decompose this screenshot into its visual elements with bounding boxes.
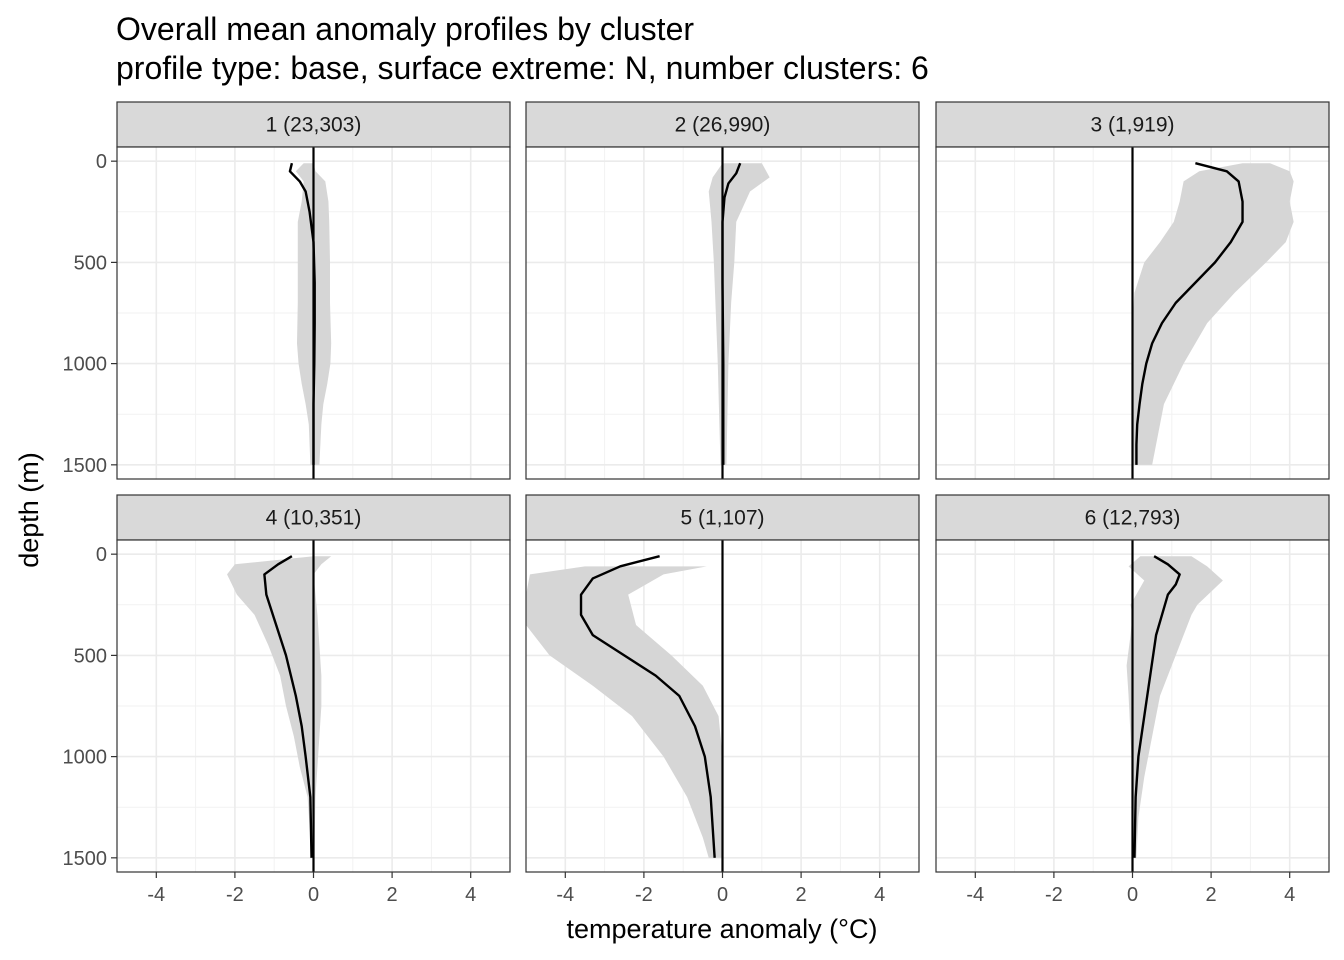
strip-background	[116, 101, 511, 148]
x-tick-label: 0	[717, 884, 728, 906]
panel-border	[525, 146, 920, 480]
x-tick-label: 2	[387, 884, 398, 906]
y-tick-label: 500	[74, 252, 107, 274]
x-tick-label: -4	[147, 884, 165, 906]
mean-profile-line	[288, 162, 316, 465]
y-tick-label: 1500	[63, 455, 108, 477]
x-tick-label: -2	[1045, 884, 1063, 906]
mean-profile-line	[1133, 555, 1181, 858]
strip-label: 3 (1,919)	[1090, 114, 1174, 137]
x-tick-label: 4	[465, 884, 476, 906]
x-tick-label: 2	[1206, 884, 1217, 906]
y-tick-label: 1000	[63, 747, 108, 769]
strip-label: 6 (12,793)	[1085, 507, 1181, 530]
strip-background	[525, 101, 920, 148]
panel-1: 1 (23,303) 0 500 1000 1500	[63, 101, 511, 480]
x-tick-label: -4	[966, 884, 984, 906]
x-tick-label: 0	[308, 884, 319, 906]
strip-background	[525, 494, 920, 541]
x-axis-title: temperature anomaly (°C)	[567, 914, 878, 944]
chart-title: Overall mean anomaly profiles by cluster	[116, 11, 694, 47]
panel-6: 6 (12,793) -4 -2 0 2 4	[935, 494, 1330, 906]
spread-band	[1132, 163, 1294, 465]
panel-border	[935, 146, 1330, 480]
mean-profile-line	[579, 555, 716, 858]
spread-band	[526, 566, 723, 858]
panel-4: 4 (10,351) 0 500 1000 1500 -4 -2 0 2 4	[63, 494, 511, 906]
strip-label: 5 (1,107)	[680, 507, 764, 530]
y-tick-label: 500	[74, 645, 107, 667]
mean-profile-line	[1135, 162, 1244, 465]
panels-container: 1 (23,303) 0 500 1000 1500 2 (26,990) 3 (1,919…	[63, 101, 1330, 906]
strip-background	[116, 494, 511, 541]
y-axis-title: depth (m)	[14, 452, 44, 568]
panel-border	[116, 146, 511, 480]
panel-3: 3 (1,919)	[935, 101, 1330, 480]
y-tick-label: 1500	[63, 848, 108, 870]
x-tick-label: -2	[635, 884, 653, 906]
panel-2: 2 (26,990)	[525, 101, 920, 480]
x-tick-label: 2	[796, 884, 807, 906]
mean-profile-line	[721, 162, 742, 465]
panel-5: 5 (1,107) -4 -2 0 2 4	[525, 494, 920, 906]
spread-band	[1126, 556, 1223, 858]
strip-background	[935, 101, 1330, 148]
x-tick-label: 4	[874, 884, 885, 906]
chart-subtitle: profile type: base, surface extreme: N, …	[116, 50, 929, 86]
strip-label: 4 (10,351)	[266, 507, 362, 530]
y-tick-label: 0	[96, 544, 107, 566]
spread-band	[227, 556, 332, 858]
strip-label: 2 (26,990)	[675, 114, 771, 137]
x-tick-label: -2	[226, 884, 244, 906]
x-tick-label: -4	[556, 884, 574, 906]
x-tick-label: 0	[1127, 884, 1138, 906]
strip-label: 1 (23,303)	[266, 114, 362, 137]
x-tick-label: 4	[1284, 884, 1295, 906]
strip-background	[935, 494, 1330, 541]
y-tick-label: 1000	[63, 354, 108, 376]
mean-profile-line	[263, 555, 313, 858]
y-tick-label: 0	[96, 151, 107, 173]
